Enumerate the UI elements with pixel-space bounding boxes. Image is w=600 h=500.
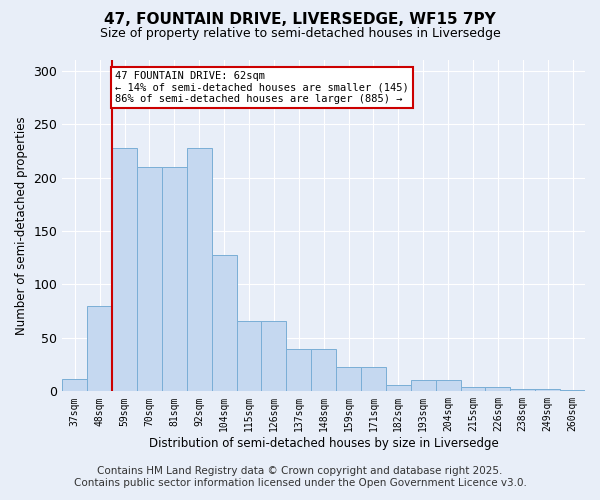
Bar: [461, 387, 485, 392]
Bar: [511, 389, 535, 392]
X-axis label: Distribution of semi-detached houses by size in Liversedge: Distribution of semi-detached houses by …: [149, 437, 499, 450]
Bar: [386, 385, 411, 392]
Text: Contains HM Land Registry data © Crown copyright and database right 2025.
Contai: Contains HM Land Registry data © Crown c…: [74, 466, 526, 487]
Bar: [411, 380, 436, 392]
Bar: [236, 321, 262, 392]
Text: 47 FOUNTAIN DRIVE: 62sqm
← 14% of semi-detached houses are smaller (145)
86% of : 47 FOUNTAIN DRIVE: 62sqm ← 14% of semi-d…: [115, 70, 409, 104]
Bar: [162, 167, 187, 392]
Text: 47, FOUNTAIN DRIVE, LIVERSEDGE, WF15 7PY: 47, FOUNTAIN DRIVE, LIVERSEDGE, WF15 7PY: [104, 12, 496, 28]
Bar: [361, 367, 386, 392]
Bar: [436, 380, 461, 392]
Bar: [560, 390, 585, 392]
Bar: [112, 148, 137, 392]
Text: Size of property relative to semi-detached houses in Liversedge: Size of property relative to semi-detach…: [100, 28, 500, 40]
Bar: [535, 389, 560, 392]
Bar: [62, 378, 87, 392]
Bar: [286, 348, 311, 392]
Bar: [336, 367, 361, 392]
Bar: [187, 148, 212, 392]
Bar: [262, 321, 286, 392]
Bar: [485, 387, 511, 392]
Bar: [212, 254, 236, 392]
Y-axis label: Number of semi-detached properties: Number of semi-detached properties: [15, 116, 28, 335]
Bar: [311, 348, 336, 392]
Bar: [87, 306, 112, 392]
Bar: [137, 167, 162, 392]
